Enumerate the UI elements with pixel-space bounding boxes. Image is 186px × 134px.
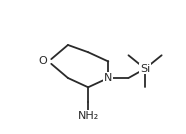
Text: N: N <box>104 73 113 83</box>
Text: O: O <box>38 56 47 66</box>
Text: NH₂: NH₂ <box>78 111 99 121</box>
Text: Si: Si <box>140 64 150 74</box>
